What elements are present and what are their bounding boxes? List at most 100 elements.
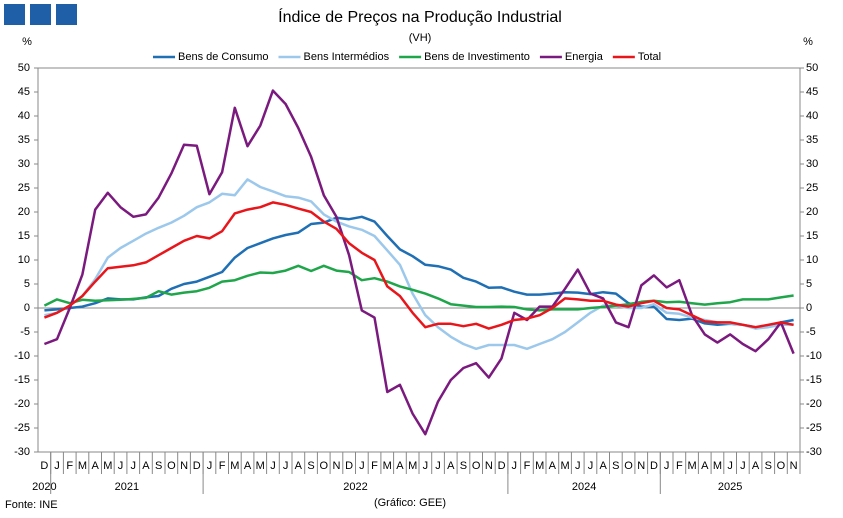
series-line [44, 215, 794, 329]
year-label: 2024 [572, 481, 596, 493]
x-tick-label: M [230, 460, 239, 472]
y-tick-label: -5 [20, 326, 30, 338]
y-tick-label: 45 [18, 86, 30, 98]
legend-label: Energia [565, 51, 604, 63]
x-tick-label: S [765, 460, 772, 472]
x-tick-label: M [713, 460, 722, 472]
y-axis-label: % [22, 36, 32, 48]
x-tick-label: D [345, 460, 353, 472]
x-tick-label: J [423, 460, 429, 472]
x-tick-label: J [283, 460, 289, 472]
x-tick-label: N [637, 460, 645, 472]
x-tick-label: S [155, 460, 162, 472]
x-tick-label: J [727, 460, 733, 472]
x-tick-label: A [752, 460, 760, 472]
x-tick-label: N [790, 460, 798, 472]
y2-tick-label: 10 [806, 254, 818, 266]
y2-tick-label: -10 [806, 350, 822, 362]
y2-tick-label: -5 [806, 326, 816, 338]
y2-tick-label: 25 [806, 182, 818, 194]
x-tick-label: A [701, 460, 709, 472]
x-tick-label: A [447, 460, 455, 472]
x-tick-label: D [650, 460, 658, 472]
x-tick-label: J [131, 460, 137, 472]
credit: (Gráfico: GEE) [374, 497, 446, 509]
series-line [43, 89, 795, 436]
y2-tick-label: 5 [806, 278, 812, 290]
source: Fonte: INE [5, 499, 58, 511]
x-tick-label: J [588, 460, 594, 472]
x-tick-label: F [524, 460, 531, 472]
x-tick-label: A [599, 460, 607, 472]
series-line [44, 178, 794, 351]
x-tick-label: O [167, 460, 176, 472]
y-tick-label: -30 [14, 446, 30, 458]
y2-tick-label: 0 [806, 302, 812, 314]
y2-tick-label: 40 [806, 110, 818, 122]
logo-square [30, 4, 51, 25]
x-tick-label: J [54, 460, 60, 472]
y2-tick-label: 50 [806, 62, 818, 74]
y-tick-label: 5 [24, 278, 30, 290]
year-label: 2020 [32, 481, 56, 493]
y-tick-label: -15 [14, 374, 30, 386]
x-tick-label: J [435, 460, 441, 472]
x-tick-label: F [219, 460, 226, 472]
x-tick-label: M [78, 460, 87, 472]
y2-tick-label: -25 [806, 422, 822, 434]
y-tick-label: 35 [18, 134, 30, 146]
y-tick-label: -25 [14, 422, 30, 434]
y2-tick-label: -30 [806, 446, 822, 458]
year-label: 2025 [718, 481, 742, 493]
x-tick-label: S [307, 460, 314, 472]
x-tick-label: F [676, 460, 683, 472]
x-tick-label: A [142, 460, 150, 472]
y2-tick-label: 15 [806, 230, 818, 242]
y2-tick-label: 20 [806, 206, 818, 218]
x-tick-label: J [359, 460, 365, 472]
y-tick-label: 30 [18, 158, 30, 170]
x-tick-label: O [777, 460, 786, 472]
legend-label: Total [638, 51, 661, 63]
x-tick-label: O [319, 460, 328, 472]
y-tick-label: 40 [18, 110, 30, 122]
y2-tick-label: -15 [806, 374, 822, 386]
x-tick-label: M [256, 460, 265, 472]
x-tick-label: S [612, 460, 619, 472]
y2-tick-label: 30 [806, 158, 818, 170]
x-tick-label: N [332, 460, 340, 472]
y-tick-label: 0 [24, 302, 30, 314]
x-tick-label: M [687, 460, 696, 472]
x-tick-label: O [624, 460, 633, 472]
x-tick-label: J [740, 460, 746, 472]
x-tick-label: S [460, 460, 467, 472]
y-tick-label: 50 [18, 62, 30, 74]
x-tick-label: M [535, 460, 544, 472]
y-tick-label: 20 [18, 206, 30, 218]
x-tick-label: N [180, 460, 188, 472]
y-tick-label: 10 [18, 254, 30, 266]
x-tick-label: N [485, 460, 493, 472]
x-tick-label: D [40, 460, 48, 472]
y-tick-label: 15 [18, 230, 30, 242]
logo-square [56, 4, 77, 25]
y-tick-label: -20 [14, 398, 30, 410]
x-tick-label: A [91, 460, 99, 472]
x-tick-label: A [549, 460, 557, 472]
x-tick-label: J [664, 460, 670, 472]
year-label: 2022 [343, 481, 367, 493]
series-line [43, 264, 794, 312]
x-tick-label: M [560, 460, 569, 472]
x-tick-label: J [118, 460, 124, 472]
x-tick-label: M [383, 460, 392, 472]
x-tick-label: F [371, 460, 378, 472]
x-tick-label: J [270, 460, 276, 472]
x-tick-label: J [512, 460, 518, 472]
x-tick-label: M [103, 460, 112, 472]
legend-label: Bens de Investimento [424, 51, 530, 63]
x-tick-label: D [498, 460, 506, 472]
y-tick-label: -10 [14, 350, 30, 362]
year-label: 2021 [115, 481, 139, 493]
x-tick-label: D [193, 460, 201, 472]
